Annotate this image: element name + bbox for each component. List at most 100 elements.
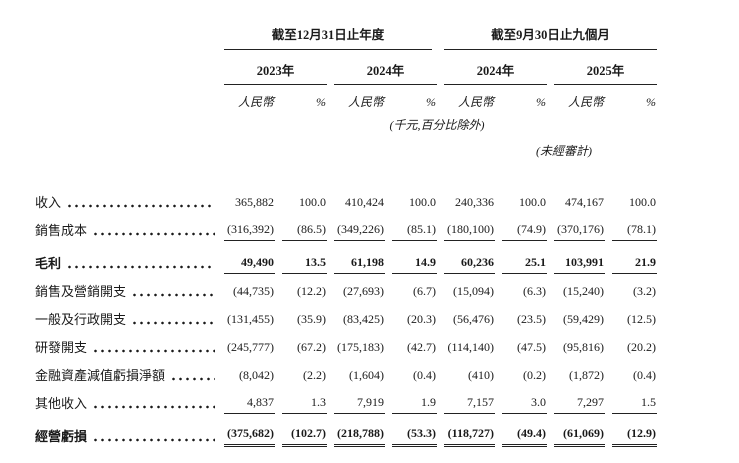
cell-value: (86.5) xyxy=(282,222,327,241)
cell-value: 474,167 xyxy=(565,195,605,209)
cell-value: (370,176) xyxy=(554,222,606,241)
header-spacer xyxy=(35,85,217,113)
cell-value: 49,490 xyxy=(224,255,275,274)
cell-value: 7,919 xyxy=(334,395,385,414)
year-header: 2024年 xyxy=(334,50,438,85)
cell-value: (59,429) xyxy=(563,312,605,326)
row-label: 毛利 xyxy=(35,256,62,271)
cell-value: 365,882 xyxy=(235,195,274,209)
cell-value: (56,476) xyxy=(453,312,495,326)
unit-note: (千元,百分比除外) xyxy=(389,118,485,132)
cell-value: 21.9 xyxy=(612,255,658,274)
cell-value: (114,140) xyxy=(447,340,495,354)
cell-value: (118,727) xyxy=(444,426,496,447)
cell-value: 4,837 xyxy=(224,395,275,414)
cell-value: (85.1) xyxy=(392,222,438,241)
table-row-rd-expenses: 研發開支 (245,777) (67.2) (175,183) (42.7) (… xyxy=(35,330,657,358)
document-page: 截至12月31日止年度 截至9月30日止九個月 2023年 2024年 2024… xyxy=(0,24,739,463)
row-label: 一般及行政開支 xyxy=(35,312,127,327)
cell-value: (1,872) xyxy=(569,368,605,382)
cell-value: (410) xyxy=(468,368,495,382)
period-group-row: 截至12月31日止年度 截至9月30日止九個月 xyxy=(35,24,658,50)
row-label: 金融資產減值虧損淨額 xyxy=(35,368,166,383)
cell-value: (6.7) xyxy=(413,284,437,298)
cell-value: 1.5 xyxy=(612,395,658,414)
dot-leader xyxy=(92,349,215,353)
row-label: 銷售成本 xyxy=(35,223,88,238)
cell-value: 100.0 xyxy=(629,195,657,209)
cell-value: (49.4) xyxy=(502,426,548,447)
dot-leader xyxy=(170,377,215,381)
dot-leader xyxy=(131,321,215,325)
row-label: 銷售及營銷開支 xyxy=(35,284,127,299)
cell-value: (180,100) xyxy=(444,222,496,241)
cell-value: (61,069) xyxy=(554,426,606,447)
cell-value: 13.5 xyxy=(282,255,327,274)
year-header: 2023年 xyxy=(224,50,327,85)
cell-value: (20.3) xyxy=(407,312,437,326)
cell-value: 240,336 xyxy=(455,195,495,209)
cell-value: 7,157 xyxy=(444,395,496,414)
cell-value: (83,425) xyxy=(343,312,384,326)
spacer-row xyxy=(35,159,657,185)
cell-value: 100.0 xyxy=(409,195,437,209)
cell-value: (245,777) xyxy=(227,340,274,354)
period-group-ninemonth: 截至9月30日止九個月 xyxy=(437,24,658,50)
cell-value: 103,991 xyxy=(554,255,606,274)
period-group-header: 截至9月30日止九個月 xyxy=(444,24,658,50)
table-row-revenue: 收入 365,882 100.0 410,424 100.0 240,336 1… xyxy=(35,185,657,213)
cell-value: (95,816) xyxy=(563,340,605,354)
table-row-other-income: 其他收入 4,837 1.3 7,919 1.9 7,157 3.0 7,297… xyxy=(35,386,658,414)
cell-value: (6.3) xyxy=(523,284,547,298)
cell-value: 1.3 xyxy=(282,395,327,414)
row-label: 經營虧損 xyxy=(35,429,88,444)
cell-value: (375,682) xyxy=(224,426,275,447)
cell-value: (35.9) xyxy=(297,312,326,326)
dot-leader xyxy=(66,265,215,269)
unaudited-note-row: (未經審計) xyxy=(35,133,657,159)
year-header: 2024年 xyxy=(444,50,548,85)
currency-header: 人民幣 xyxy=(458,95,495,109)
period-group-annual: 截至12月31日止年度 xyxy=(217,24,437,50)
cell-value: 25.1 xyxy=(502,255,548,274)
currency-header: 人民幣 xyxy=(237,95,274,109)
cell-value: 1.9 xyxy=(392,395,438,414)
header-spacer xyxy=(35,113,217,133)
cell-value: (12.5) xyxy=(627,312,657,326)
cell-value: (20.2) xyxy=(627,340,657,354)
cell-value: (0.4) xyxy=(413,368,437,382)
cell-value: (67.2) xyxy=(297,340,326,354)
cell-value: 410,424 xyxy=(345,195,384,209)
currency-header: 人民幣 xyxy=(347,95,384,109)
cell-value: (44,735) xyxy=(233,284,274,298)
cell-value: (42.7) xyxy=(407,340,437,354)
cell-value: 7,297 xyxy=(554,395,606,414)
cell-value: (0.4) xyxy=(633,368,657,382)
row-label: 收入 xyxy=(35,195,62,210)
column-header-row: 人民幣 % 人民幣 % 人民幣 % 人民幣 % xyxy=(35,85,657,113)
dot-leader xyxy=(92,405,215,409)
cell-value: 61,198 xyxy=(334,255,385,274)
percent-header: % xyxy=(316,95,326,109)
row-label: 其他收入 xyxy=(35,396,88,411)
percent-header: % xyxy=(426,95,437,109)
financial-table: 截至12月31日止年度 截至9月30日止九個月 2023年 2024年 2024… xyxy=(35,24,658,447)
percent-header: % xyxy=(536,95,547,109)
cell-value: 100.0 xyxy=(299,195,326,209)
cell-value: (47.5) xyxy=(517,340,547,354)
percent-header: % xyxy=(646,95,657,109)
header-spacer xyxy=(35,24,217,50)
table-row-impairment-losses: 金融資產減值虧損淨額 (8,042) (2.2) (1,604) (0.4) (… xyxy=(35,358,657,386)
cell-value: (15,240) xyxy=(563,284,605,298)
table-row-selling-expenses: 銷售及營銷開支 (44,735) (12.2) (27,693) (6.7) (… xyxy=(35,274,657,302)
dot-leader xyxy=(66,204,215,208)
table-row-admin-expenses: 一般及行政開支 (131,455) (35.9) (83,425) (20.3)… xyxy=(35,302,657,330)
cell-value: (8,042) xyxy=(239,368,274,382)
table-row-cost-of-sales: 銷售成本 (316,392) (86.5) (349,226) (85.1) (… xyxy=(35,213,658,241)
unit-note-row: (千元,百分比除外) xyxy=(35,113,657,133)
cell-value: (3.2) xyxy=(633,284,657,298)
cell-value: (27,693) xyxy=(343,284,384,298)
cell-value: 14.9 xyxy=(392,255,438,274)
cell-value: (349,226) xyxy=(334,222,385,241)
unaudited-note: (未經審計) xyxy=(536,144,593,158)
